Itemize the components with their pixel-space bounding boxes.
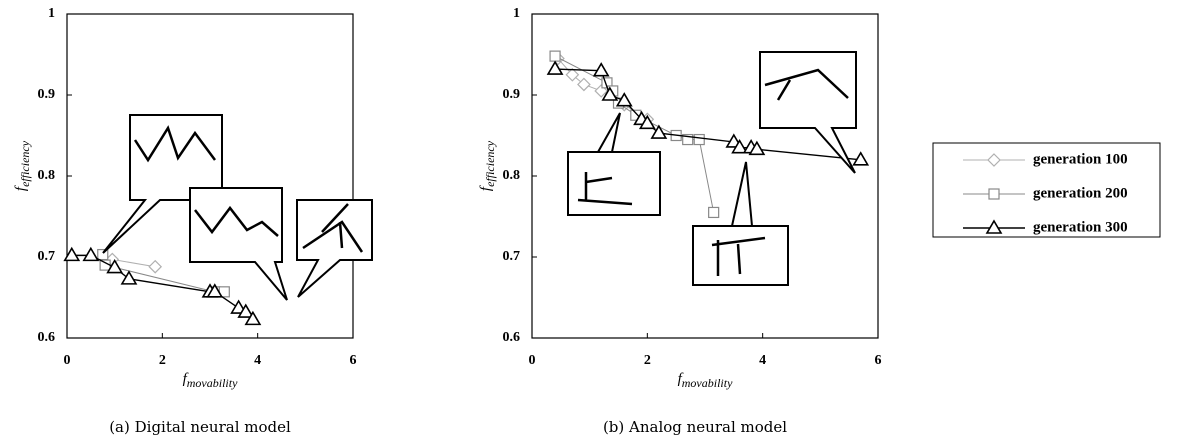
data-point (237, 303, 255, 318)
data-point (206, 283, 224, 298)
legend-marker (987, 153, 1001, 167)
data-point (731, 139, 748, 154)
robot-sketch (133, 125, 217, 163)
y-tick-label: 0.8 (38, 168, 56, 183)
insets-b (567, 51, 857, 286)
x-tick-label: 4 (254, 353, 261, 368)
y-tick-label: 0.8 (503, 168, 521, 183)
y-tick-label: 0.9 (503, 87, 521, 102)
x-tick-label: 6 (350, 353, 357, 368)
data-point (592, 62, 610, 77)
speech-bubble (189, 187, 288, 301)
legend-label: generation 100 (1033, 151, 1128, 167)
axis-label: fmovability (678, 371, 734, 389)
insets-a (102, 114, 373, 301)
legend-marker (988, 188, 1000, 200)
robot-sketch (194, 205, 279, 237)
axis-label-main: f (478, 185, 494, 191)
data-point (682, 133, 694, 146)
data-point (638, 114, 656, 130)
data-point (650, 124, 668, 139)
data-point (120, 270, 138, 285)
data-point (546, 60, 564, 75)
data-point (565, 67, 580, 82)
data-point (601, 86, 619, 101)
x-tick-label: 2 (159, 353, 166, 368)
speech-bubble (102, 114, 223, 254)
x-tick-label: 0 (64, 353, 71, 368)
axis-label-sub: movability (682, 376, 733, 390)
data-point (852, 151, 870, 166)
axis-label: fmovability (183, 371, 239, 389)
data-point (748, 140, 766, 156)
data-point (63, 246, 81, 262)
series-line (112, 258, 156, 268)
data-point (708, 206, 720, 219)
speech-bubble (296, 199, 373, 298)
legend-label: generation 300 (1033, 219, 1128, 235)
x-tick-label: 2 (644, 353, 651, 368)
legend-box (932, 142, 1161, 238)
axis-label-sub: movability (187, 376, 238, 390)
speech-bubble (567, 112, 661, 216)
robot-sketch (577, 172, 633, 206)
data-point (693, 133, 705, 146)
axis-label-main: f (183, 371, 189, 387)
axis-label: fefficiency (478, 140, 496, 191)
data-point (244, 310, 262, 326)
y-tick-label: 1 (513, 6, 520, 21)
axis-label-main: f (13, 185, 29, 191)
data-point (549, 50, 561, 62)
axis-label-sub: efficiency (483, 140, 497, 187)
axis-label: fefficiency (13, 140, 31, 191)
caption: (b) Analog neural model (603, 418, 787, 436)
caption: (a) Digital neural model (109, 418, 291, 436)
data-point (577, 77, 591, 92)
robot-sketch (711, 236, 766, 276)
data-point (148, 259, 163, 274)
axis-label-main: f (678, 371, 684, 387)
x-tick-label: 0 (529, 353, 536, 368)
y-tick-label: 0.7 (38, 249, 56, 264)
robot-sketch (764, 68, 849, 101)
y-tick-label: 1 (48, 6, 55, 21)
data-point (615, 92, 633, 107)
legend-marker (985, 219, 1003, 234)
axis-label-sub: efficiency (18, 140, 32, 187)
y-tick-label: 0.9 (38, 87, 56, 102)
y-tick-label: 0.6 (503, 330, 521, 345)
robot-sketch (302, 203, 364, 253)
x-tick-label: 4 (759, 353, 766, 368)
y-tick-label: 0.7 (503, 249, 521, 264)
data-point (106, 258, 124, 274)
x-tick-label: 6 (875, 353, 882, 368)
y-tick-label: 0.6 (38, 330, 56, 345)
legend-label: generation 200 (1033, 185, 1128, 201)
data-point (82, 246, 100, 262)
